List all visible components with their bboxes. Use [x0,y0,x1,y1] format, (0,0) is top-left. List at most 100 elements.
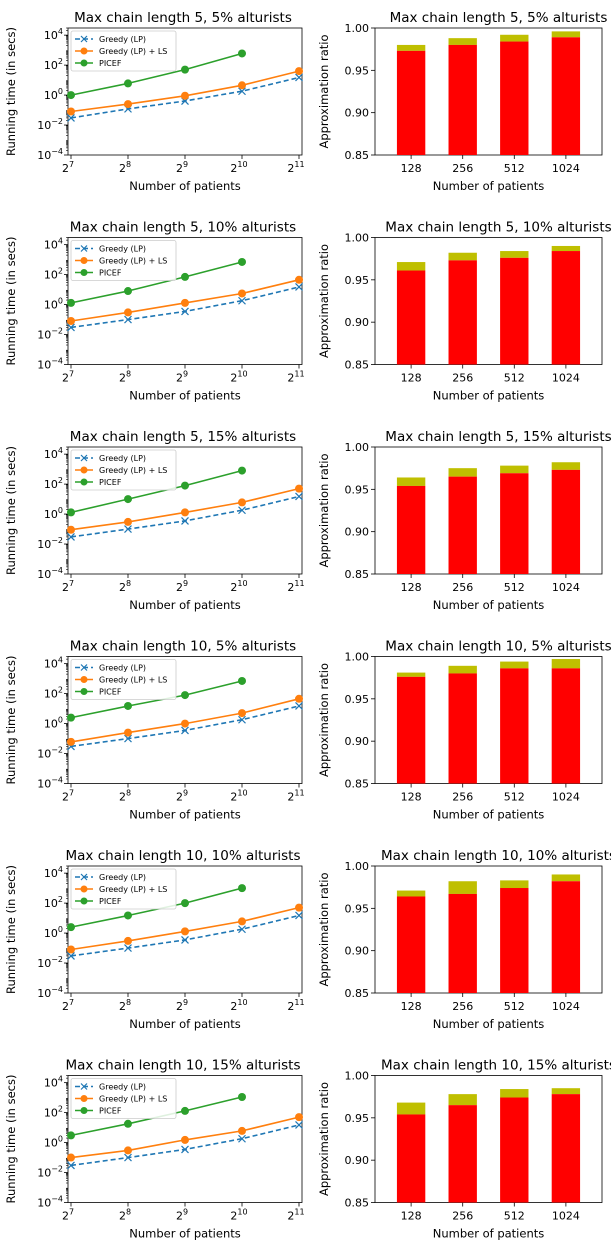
y-axis-label: Running time (in secs) [4,1075,18,1204]
data-point-picef [124,911,132,920]
x-tick-label: 27 [62,1208,74,1223]
data-point-greedy-lp-ls [67,945,75,954]
y-tick-label: 0.90 [345,316,370,329]
data-point-greedy-lp-ls [67,737,75,746]
y-tick-label-base: 10 [44,1077,58,1090]
x-tick-label-base: 2 [287,791,294,804]
legend-label: Greedy (LP) [99,1083,146,1092]
x-tick-label: 256 [452,1210,473,1223]
y-tick-label-exponent: 4 [58,1075,63,1084]
y-tick-label-exponent: 0 [58,1135,63,1144]
x-tick-label-base: 2 [230,1210,237,1223]
data-point-greedy-lp [295,1121,303,1129]
chart-title: Max chain length 5, 5% alturists [390,10,608,26]
plot-frame [374,1075,603,1203]
data-point-picef [124,495,132,504]
data-point-picef [181,899,189,908]
y-tick-label-base: 10 [44,658,58,671]
x-tick-label-base: 2 [230,1000,237,1013]
x-axis-label: Number of patients [129,808,241,822]
y-tick-label-base: 10 [37,359,51,372]
x-tick-label: 27 [62,579,74,594]
x-tick-label-base: 2 [62,1000,69,1013]
bar-segment-base [551,1094,581,1203]
x-axis-label: Number of patients [129,1227,241,1241]
x-tick-label: 28 [119,1208,131,1223]
x-tick-label-exponent: 11 [294,160,304,169]
x-tick-label: 27 [62,160,74,175]
data-point-greedy-lp-ls [181,91,189,100]
data-point-picef [124,79,132,88]
data-point-greedy-lp [181,935,189,944]
chart-title: Max chain length 10, 10% alturists [381,848,611,864]
x-tick-label: 210 [230,160,247,175]
plot-frame [374,27,603,156]
data-point-greedy-lp-ls [124,308,132,317]
x-tick-label: 256 [452,791,473,804]
x-tick-label-base: 2 [287,162,294,175]
y-tick-label: 0.90 [345,735,370,748]
data-point-greedy-lp-ls [67,317,75,326]
y-tick-label-exponent: −2 [51,536,63,545]
x-tick-label: 28 [119,998,131,1013]
x-tick-label-exponent: 11 [294,998,304,1007]
data-point-greedy-lp-ls [181,719,189,728]
x-axis-label: Number of patients [129,179,241,193]
data-point-picef [238,1093,246,1102]
x-tick-label-exponent: 9 [183,998,188,1007]
bar-segment-base [551,37,581,155]
series-line-greedy-lp [70,914,300,957]
plot-frame [374,446,603,575]
x-tick-label: 29 [176,160,188,175]
series-line-picef [70,680,243,719]
legend-box [70,30,177,72]
x-tick-label-base: 2 [119,162,126,175]
x-tick-label-base: 2 [62,791,69,804]
x-tick-label-exponent: 10 [237,1208,247,1217]
bar-segment-base [448,476,477,574]
y-tick-label: 10−2 [37,536,63,551]
bar-segment-base [500,257,529,365]
x-tick-label-base: 2 [176,581,183,594]
chart-title: Max chain length 5, 10% alturists [70,220,296,236]
y-tick-label-base: 10 [37,957,51,970]
chart-title: Max chain length 10, 5% alturists [385,639,611,655]
y-tick-label: 10−4 [37,1195,63,1210]
y-axis-label: Running time (in secs) [4,656,18,785]
bar-segment-upper [551,462,581,470]
data-point-picef [181,481,189,490]
y-tick-label-exponent: 2 [58,476,63,485]
data-point-picef [124,287,132,296]
legend-label: PICEF [99,1107,122,1116]
x-tick-label: 1024 [552,162,580,175]
x-tick-label-exponent: 9 [183,1208,188,1217]
y-tick-label: 0.90 [345,107,370,120]
x-tick-label-exponent: 7 [69,160,74,169]
bar-segment-base [551,881,581,993]
legend-marker [80,269,88,276]
bar-segment-upper [396,1102,426,1115]
legend-label: Greedy (LP) [99,664,146,673]
x-tick-label: 1024 [552,1000,580,1013]
x-tick-label: 211 [287,1208,304,1223]
x-tick-label-base: 2 [287,1000,294,1013]
x-tick-label: 128 [401,581,422,594]
x-tick-label: 1024 [552,1210,580,1223]
y-tick-label: 100 [44,1135,63,1150]
series-line-greedy-lp [70,495,300,538]
chart-title: Max chain length 5, 10% alturists [385,220,611,236]
x-tick-label-base: 2 [62,162,69,175]
bar-segment-base [448,1105,477,1203]
series-line-picef [70,261,243,304]
y-tick-label-base: 10 [37,149,51,162]
bar-segment-base [500,888,529,993]
chart-title: Max chain length 10, 5% alturists [70,639,296,655]
x-tick-label-base: 2 [176,372,183,385]
x-tick-label: 256 [452,162,473,175]
y-tick-label-base: 10 [37,538,51,551]
data-point-greedy-lp-ls [295,694,303,703]
y-tick-label: 10−4 [37,985,63,1000]
bar-segment-upper [396,477,426,486]
y-tick-label-exponent: 4 [58,27,63,36]
bar-segment-base [396,1114,426,1203]
